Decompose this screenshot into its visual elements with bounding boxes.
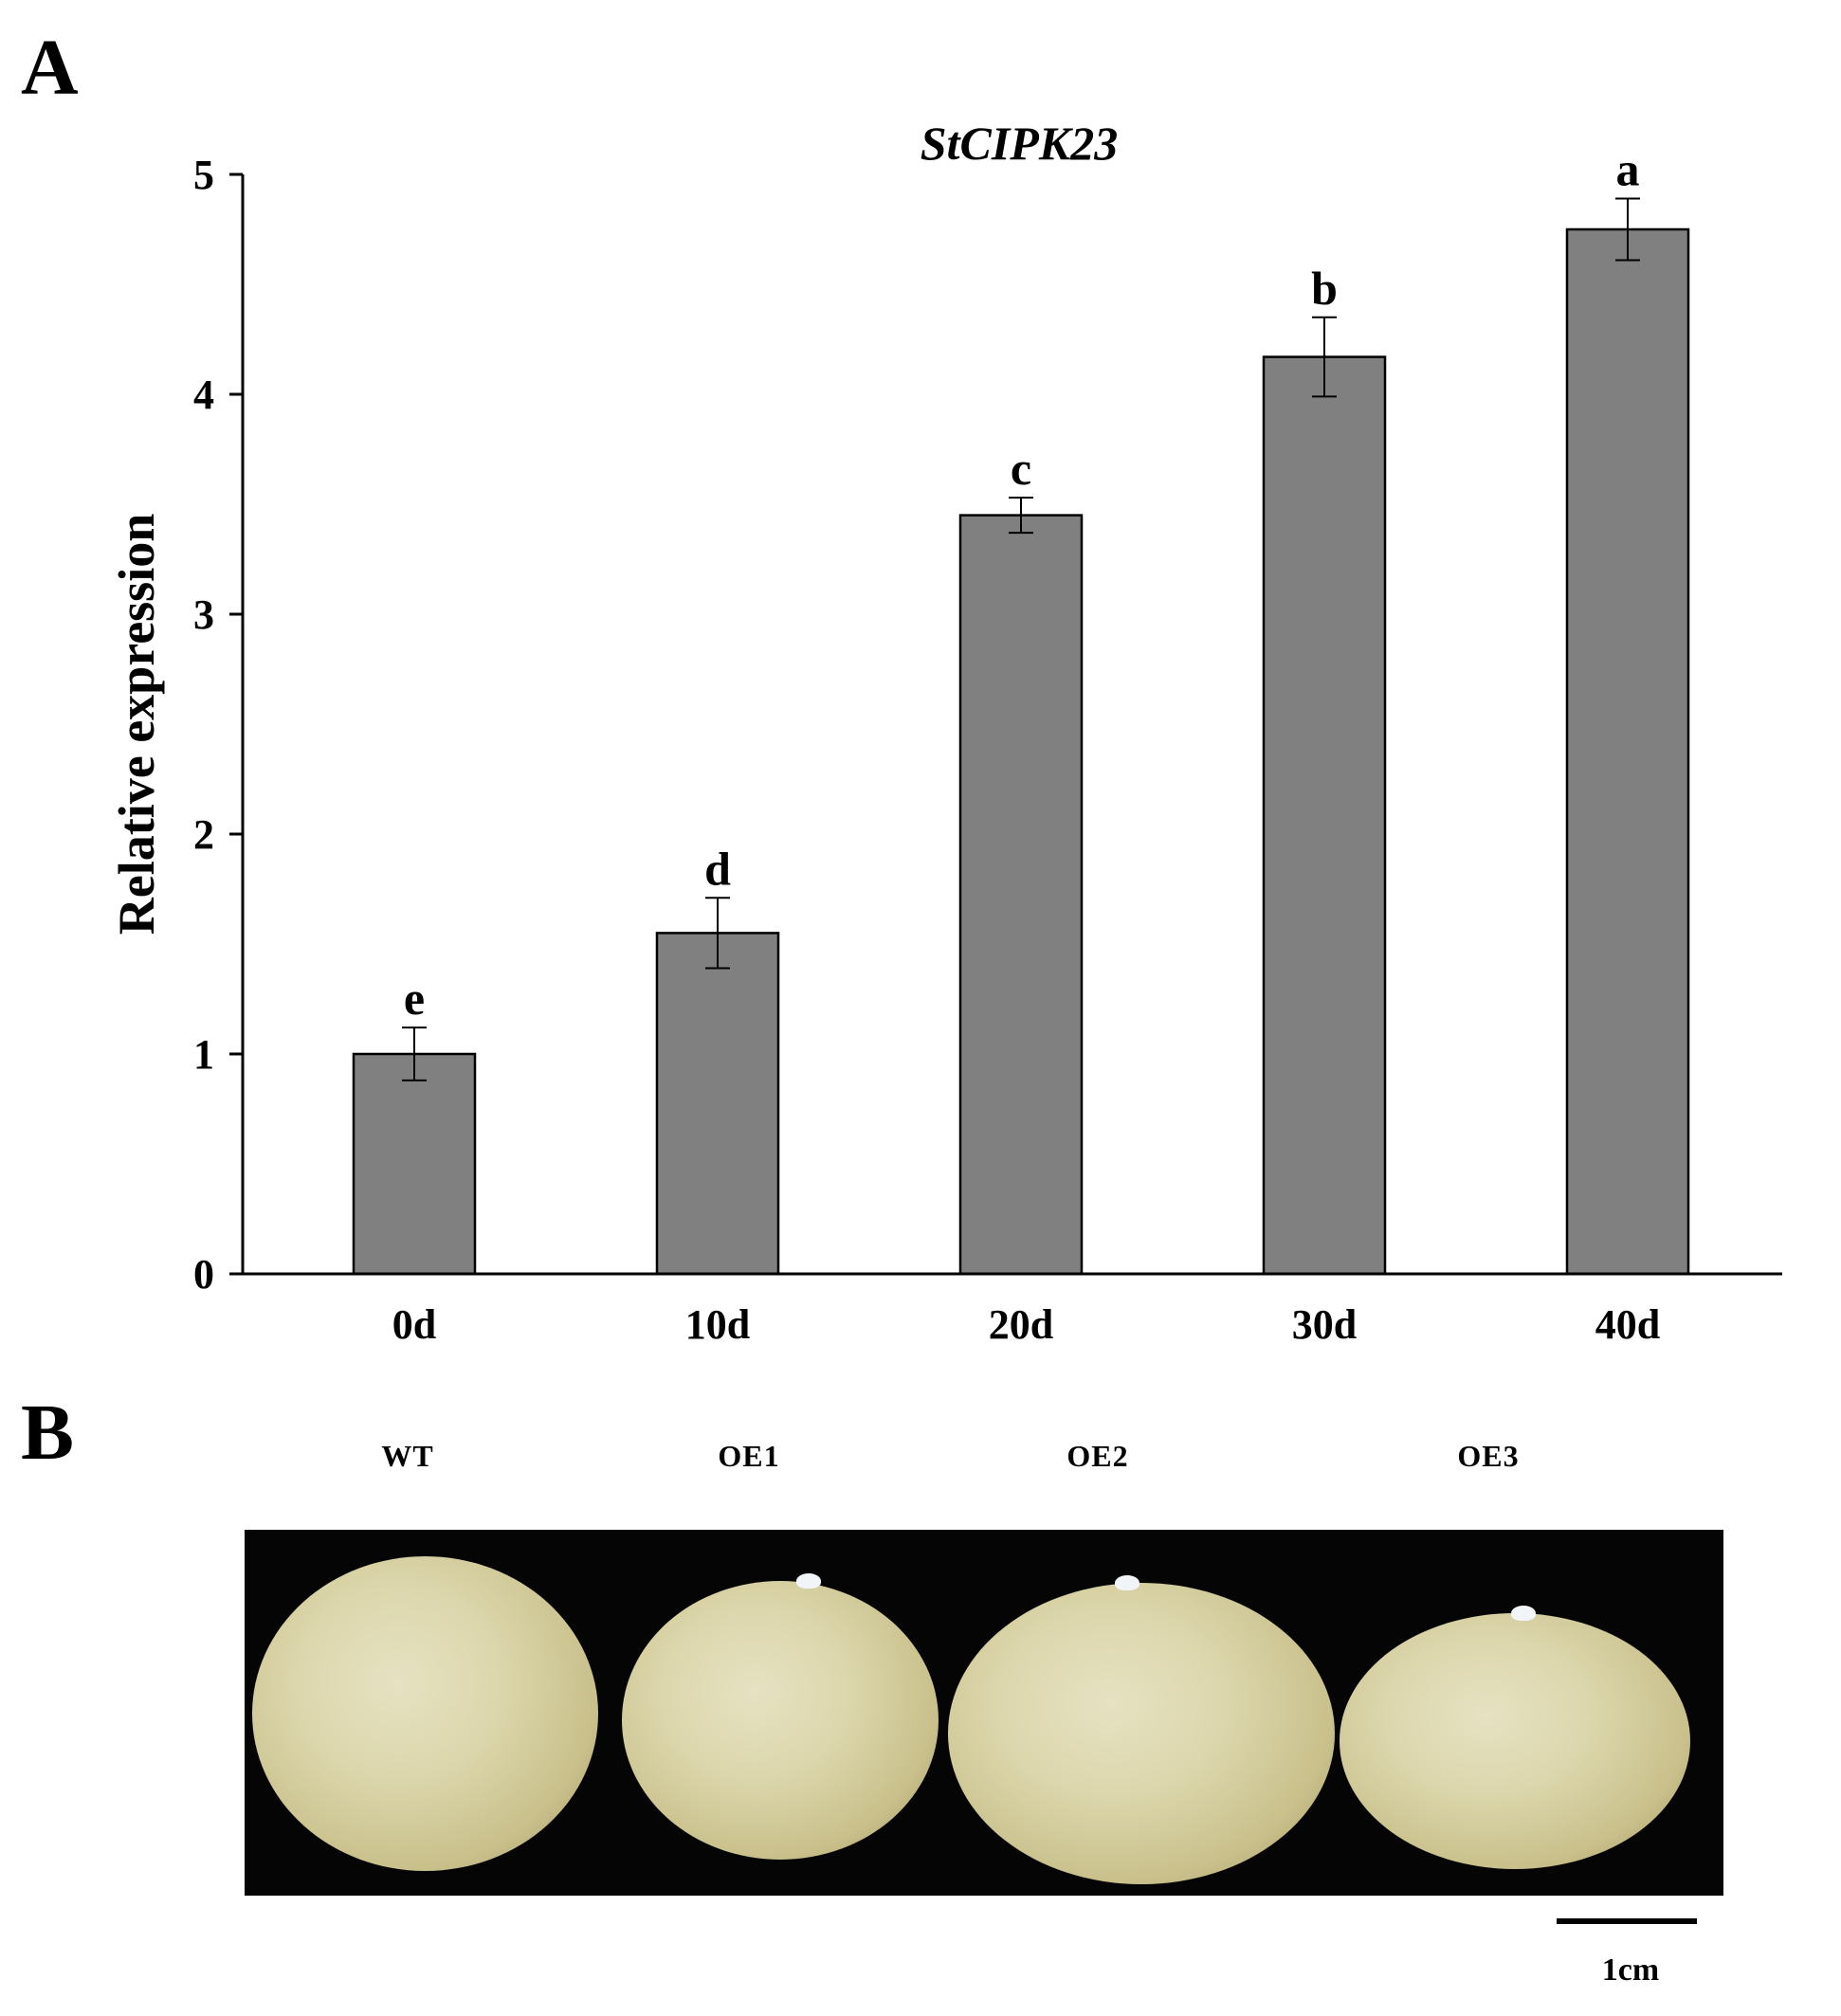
- panel-label-b: B: [21, 1389, 75, 1477]
- bars-layer: [352, 227, 1690, 1276]
- error-bar-30d: [1312, 316, 1337, 398]
- axes-layer: [229, 173, 1782, 1276]
- x-tick-label-20d: 20d: [989, 1301, 1053, 1348]
- x-tick-label-40d: 40d: [1595, 1301, 1660, 1348]
- significance-letter-10d: d: [704, 842, 731, 895]
- panel-label-a: A: [21, 24, 79, 112]
- tuber-wt: [252, 1556, 598, 1871]
- genotype-label-wt: WT: [381, 1439, 434, 1473]
- error-bar-10d: [705, 897, 730, 970]
- y-tick-label-1: 1: [193, 1031, 214, 1078]
- tuber-oe3: [1340, 1613, 1690, 1869]
- bar-0d: [352, 1052, 477, 1276]
- tuber-photo: [245, 1530, 1723, 1896]
- x-tick-label-10d: 10d: [685, 1301, 750, 1348]
- y-tick-label-3: 3: [193, 591, 214, 638]
- bar-20d: [958, 514, 1084, 1276]
- x-tick-label-0d: 0d: [392, 1301, 436, 1348]
- tuber-oe2: [948, 1583, 1335, 1884]
- sprout-oe2: [1115, 1575, 1139, 1590]
- y-tick-label-4: 4: [193, 372, 214, 418]
- genotype-label-oe2: OE2: [1066, 1439, 1129, 1473]
- error-bar-20d: [1009, 497, 1033, 535]
- error-bar-0d: [402, 1026, 427, 1081]
- scale-bar-label: 1cm: [1601, 1952, 1660, 1988]
- significance-letter-20d: c: [1011, 442, 1031, 495]
- scale-bar: [1557, 1918, 1697, 1924]
- y-axis-label: Relative expression: [108, 514, 165, 935]
- x-tick-label-30d: 30d: [1292, 1301, 1357, 1348]
- y-tick-label-0: 0: [193, 1251, 214, 1298]
- bar-40d: [1565, 227, 1690, 1276]
- chart-title: StCIPK23: [920, 117, 1118, 170]
- bar-chart: StCIPK23 Relative expression e 0d d 10d c 20d b 3…: [108, 117, 1782, 1348]
- genotype-label-oe3: OE3: [1457, 1439, 1520, 1473]
- error-bar-40d: [1615, 197, 1640, 262]
- labels-layer: StCIPK23 Relative expression e 0d d 10d c 20d b 3…: [108, 117, 1660, 1348]
- genotype-label-oe1: OE1: [718, 1439, 780, 1473]
- significance-letter-40d: a: [1616, 143, 1640, 196]
- bar-30d: [1262, 355, 1387, 1276]
- sprout-oe1: [796, 1573, 821, 1589]
- significance-letter-30d: b: [1311, 262, 1338, 315]
- bar-10d: [655, 932, 780, 1276]
- y-tick-label-5: 5: [193, 152, 214, 198]
- y-tick-label-2: 2: [193, 811, 214, 858]
- tuber-oe1: [622, 1581, 939, 1860]
- error-bars-layer: [402, 197, 1640, 1081]
- sprout-oe3: [1511, 1606, 1536, 1621]
- significance-letter-0d: e: [404, 972, 425, 1025]
